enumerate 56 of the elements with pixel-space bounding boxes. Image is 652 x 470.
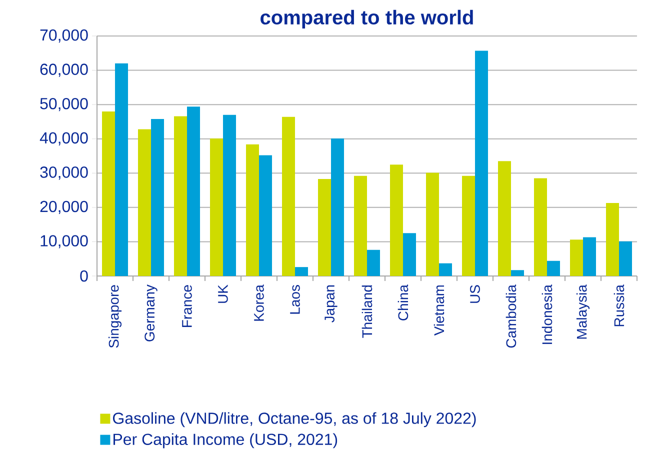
x-tick-label: Korea: [254, 284, 264, 321]
y-tick-label: 40,000: [40, 132, 88, 146]
chart-title: compared to the world: [260, 10, 473, 28]
bar: [331, 138, 344, 276]
x-tick-label: France: [182, 285, 192, 327]
y-tick-label: 0: [80, 270, 88, 282]
x-tick-label: Germany: [144, 284, 158, 342]
bar: [354, 176, 368, 276]
y-tick-label: 30,000: [40, 166, 88, 180]
bar: [462, 176, 476, 276]
bar: [102, 111, 116, 276]
x-tick-label: Indonesia: [542, 284, 552, 344]
bar: [138, 129, 152, 276]
bar: [318, 178, 332, 276]
y-tick-label: 10,000: [40, 235, 88, 248]
y-tick-label: 50,000: [40, 98, 88, 112]
bar: [619, 241, 632, 276]
bar: [606, 202, 619, 276]
y-tick-label: 60,000: [40, 64, 88, 77]
x-tick-label: China: [398, 284, 408, 320]
x-tick-label: Vietnam: [434, 285, 444, 336]
bar: [511, 270, 524, 276]
x-tick-label: Singapore: [108, 285, 122, 348]
x-tick-label: Malaysia: [576, 284, 590, 339]
x-tick-label: Russia: [614, 284, 624, 326]
bar: [583, 237, 596, 276]
bar: [246, 144, 260, 276]
legend-label: Per Capita Income (USD, 2021): [114, 433, 338, 448]
bar: [282, 116, 296, 276]
x-tick-label: UK: [218, 284, 228, 303]
bar: [367, 250, 380, 276]
bar: [210, 138, 224, 276]
x-tick-label: Cambodia: [506, 284, 516, 348]
bar: [403, 233, 416, 276]
bar: [439, 263, 452, 276]
bar: [259, 155, 272, 276]
bar: [426, 172, 440, 276]
bar: [534, 178, 547, 276]
y-tick-label: 70,000: [40, 29, 88, 43]
bar: [174, 116, 188, 276]
bar: [187, 106, 200, 276]
x-tick-label: Laos: [290, 285, 300, 314]
x-tick-label: Thailand: [362, 285, 372, 338]
bar: [223, 114, 236, 276]
bar: [390, 164, 403, 276]
x-tick-label: US: [470, 285, 480, 303]
bar: [475, 50, 488, 276]
bar: [295, 267, 308, 276]
bar: [115, 63, 128, 276]
bar: [498, 161, 511, 276]
bar: [570, 240, 583, 276]
bar: [151, 118, 164, 276]
legend-label: Gasoline (VND/litre, Octane-95, as of 18 July 2022): [113, 412, 476, 428]
bar: [547, 260, 560, 276]
x-tick-label: Japan: [324, 285, 338, 322]
y-tick-label: 20,000: [40, 200, 88, 214]
